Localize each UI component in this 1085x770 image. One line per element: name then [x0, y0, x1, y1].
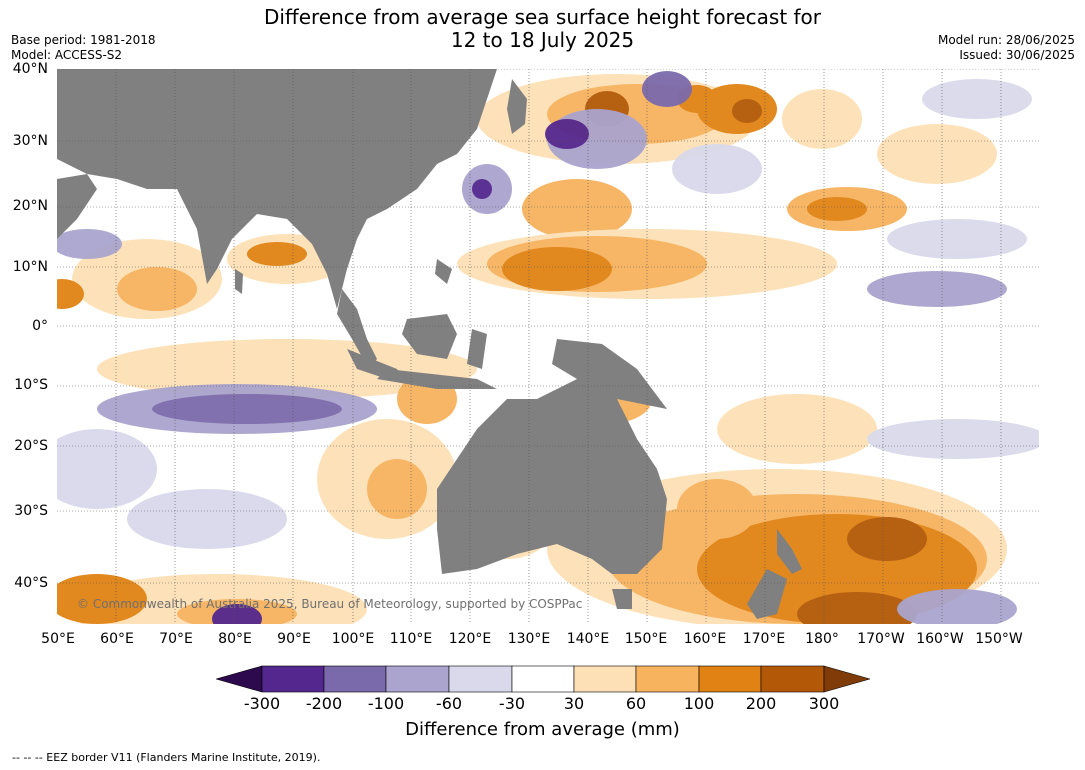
issued-text: Issued: 30/06/2025 — [959, 48, 1075, 62]
lon-label-80e: 80°E — [218, 631, 252, 647]
lat-label-10n: 10°N — [12, 259, 48, 275]
colorbar-tick-label: 200 — [745, 694, 777, 713]
colorbar-high-extend — [823, 665, 870, 693]
colorbar-tick-label: -200 — [305, 694, 343, 713]
colorbar-bin-6 — [573, 665, 637, 693]
colorbar-bin-1 — [261, 665, 325, 693]
lat-label-equator: 0° — [32, 318, 48, 334]
lat-label-20n: 20°N — [12, 198, 48, 214]
base-period-text: Base period: 1981-2018 — [11, 33, 156, 47]
meta-left: Base period: 1981-2018 Model: ACCESS-S2 — [11, 33, 156, 63]
lon-label-100e: 100°E — [331, 631, 375, 647]
lon-label-130e: 130°E — [507, 631, 551, 647]
lon-label-150e: 150°E — [624, 631, 668, 647]
map-title-line1: Difference from average sea surface heig… — [263, 5, 822, 29]
map-canvas — [57, 69, 1039, 624]
colorbar-bin-4 — [448, 665, 513, 693]
model-run-text: Model run: 28/06/2025 — [937, 33, 1075, 47]
colorbar-tick-label: -60 — [435, 694, 463, 713]
colorbar-title: Difference from average (mm) — [405, 719, 680, 740]
lon-label-140e: 140°E — [566, 631, 610, 647]
colorbar — [216, 665, 870, 693]
colorbar-bin-2 — [323, 665, 387, 693]
copyright-notice: © Commonwealth of Australia 2025, Bureau… — [77, 597, 583, 611]
colorbar-tick-label: -300 — [243, 694, 281, 713]
meta-right: Model run: 28/06/2025 Issued: 30/06/2025 — [938, 33, 1075, 63]
lon-label-170w: 170°W — [857, 631, 905, 647]
lat-label-20s: 20°S — [14, 438, 48, 454]
lat-label-10s: 10°S — [14, 377, 48, 393]
lon-label-180: 180° — [805, 631, 839, 647]
lat-label-40n: 40°N — [12, 61, 48, 77]
lat-label-40s: 40°S — [14, 575, 48, 591]
lat-label-30s: 30°S — [14, 503, 48, 519]
lon-label-110e: 110°E — [389, 631, 433, 647]
lon-label-70e: 70°E — [159, 631, 193, 647]
colorbar-bin-9 — [760, 665, 825, 693]
colorbar-bin-8 — [698, 665, 762, 693]
colorbar-tick-label: 30 — [563, 694, 585, 713]
lon-label-160w: 160°W — [916, 631, 964, 647]
lon-label-120e: 120°E — [448, 631, 492, 647]
lon-label-90e: 90°E — [277, 631, 311, 647]
model-text: Model: ACCESS-S2 — [11, 48, 123, 62]
colorbar-tick-label: 300 — [808, 694, 840, 713]
land-layer — [57, 69, 802, 619]
colorbar-tick-label: -30 — [498, 694, 526, 713]
colorbar-tick-label: -100 — [367, 694, 405, 713]
eez-border-note: -- -- -- EEZ border V11 (Flanders Marine… — [12, 751, 321, 764]
map-title-line2: 12 to 18 July 2025 — [450, 28, 635, 52]
colorbar-tick-label: 100 — [683, 694, 715, 713]
graticule — [57, 69, 1039, 624]
colorbar-bin-7 — [635, 665, 700, 693]
lon-label-170e: 170°E — [742, 631, 786, 647]
colorbar-low-extend — [216, 665, 263, 693]
lat-label-30n: 30°N — [12, 133, 48, 149]
lon-label-50e: 50°E — [41, 631, 75, 647]
lon-label-150w: 150°W — [975, 631, 1023, 647]
lon-label-160e: 160°E — [683, 631, 727, 647]
colorbar-bin-3 — [385, 665, 450, 693]
lon-label-60e: 60°E — [100, 631, 134, 647]
negative-anomaly-layer — [57, 71, 1039, 624]
sea-surface-height-map — [57, 69, 1039, 624]
colorbar-tick-label: 60 — [625, 694, 647, 713]
colorbar-bin-5 — [511, 665, 575, 693]
